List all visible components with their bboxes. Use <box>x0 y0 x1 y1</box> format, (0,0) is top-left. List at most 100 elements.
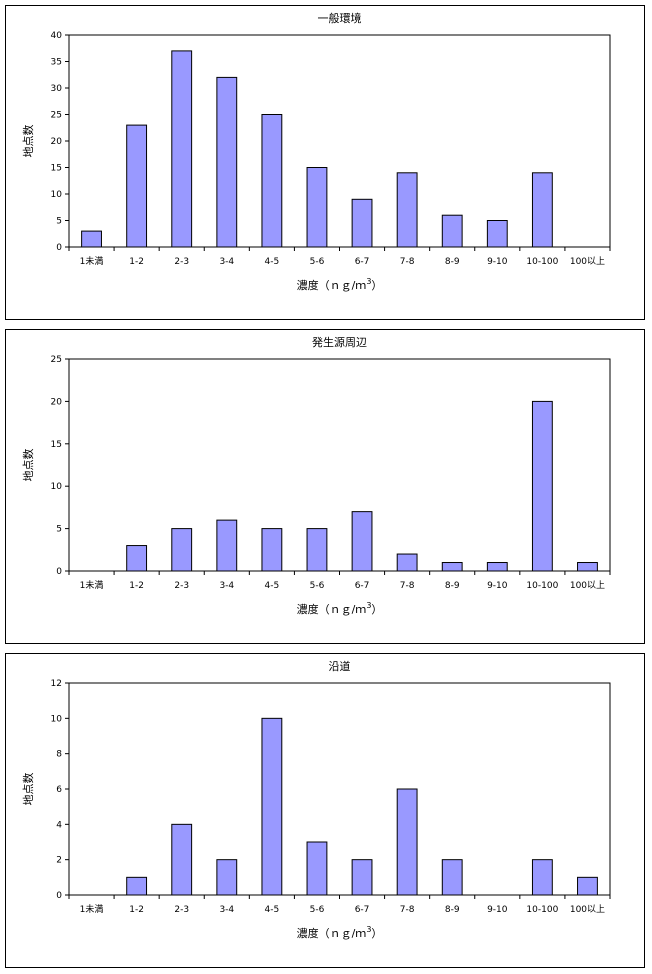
x-tick-label: 2-3 <box>174 257 189 267</box>
bar <box>441 859 463 896</box>
plot-area <box>68 358 611 572</box>
bar <box>577 876 598 896</box>
x-tick-label: 7-8 <box>400 581 415 591</box>
x-tick-label: 7-8 <box>400 905 415 915</box>
y-tick-label: 5 <box>56 525 62 535</box>
y-tick-label: 10 <box>51 714 63 724</box>
x-tick-label: 3-4 <box>219 905 234 915</box>
x-tick-label: 1-2 <box>129 581 144 591</box>
bar <box>396 172 418 248</box>
y-tick-label: 15 <box>51 440 62 450</box>
x-tick-label: 9-10 <box>487 905 508 915</box>
y-tick-label: 8 <box>56 750 62 760</box>
bar <box>81 230 102 248</box>
x-tick-label: 1未満 <box>80 255 104 267</box>
x-tick-label: 100以上 <box>570 256 605 267</box>
x-axis-label: 濃度（ｎｇ/ｍ3） <box>297 277 383 292</box>
bar <box>306 841 328 896</box>
bar <box>577 562 598 572</box>
x-tick-label: 100以上 <box>570 580 605 591</box>
plot-area <box>68 34 611 248</box>
chart-panel-2: 発生源周辺 0 5 10 15 20 25 1未満 1-2 2-3 3-4 4-5 5-6 6-7 7-8 8… <box>5 329 645 644</box>
x-tick-label: 4-5 <box>265 905 280 915</box>
x-tick-label: 9-10 <box>487 257 508 267</box>
y-tick-label: 6 <box>56 785 62 795</box>
x-tick-label: 10-100 <box>526 905 558 915</box>
bar <box>126 545 148 572</box>
bar <box>486 220 508 248</box>
x-tick-label: 4-5 <box>265 581 280 591</box>
bar <box>441 214 463 248</box>
bar <box>396 788 418 896</box>
bar <box>126 124 148 248</box>
x-tick-label: 10-100 <box>526 257 558 267</box>
y-tick-label: 20 <box>51 137 63 147</box>
bar <box>486 562 508 572</box>
bar <box>531 172 553 248</box>
x-tick-label: 3-4 <box>219 257 234 267</box>
x-tick-label: 6-7 <box>355 257 370 267</box>
bar <box>351 198 373 248</box>
x-tick-label: 8-9 <box>445 905 460 915</box>
x-tick-label: 4-5 <box>265 257 280 267</box>
chart-panel-1: 一般環境 0 5 10 15 20 25 30 35 40 1未満 1-2 2-3 3-4 4-5 5-6 6-… <box>5 5 645 320</box>
y-tick-label: 30 <box>51 84 63 94</box>
bar <box>261 717 283 896</box>
y-tick-label: 25 <box>51 111 62 121</box>
y-tick-label: 2 <box>56 856 62 866</box>
y-tick-label: 0 <box>56 243 62 253</box>
chart-general-environment: 一般環境 0 5 10 15 20 25 30 35 40 1未満 1-2 2-3 3-4 4-5 5-6 6-… <box>22 11 611 292</box>
x-tick-label: 1未満 <box>80 903 104 915</box>
chart-panel-3: 沿道 0 2 4 6 8 10 12 1未満 1-2 2-3 3-4 4-5 5-6 6-7 7-8 8-9 9-… <box>5 653 645 968</box>
bar <box>216 859 238 896</box>
x-tick-label: 3-4 <box>219 581 234 591</box>
y-axis-label: 地点数 <box>22 125 35 158</box>
bar <box>261 114 283 248</box>
x-tick-label: 1-2 <box>129 257 144 267</box>
x-tick-label: 1未満 <box>80 579 104 591</box>
y-tick-label: 10 <box>51 482 63 492</box>
bar <box>351 511 373 572</box>
y-tick-label: 5 <box>56 217 62 227</box>
bar <box>441 562 463 572</box>
bar <box>216 76 238 248</box>
bar <box>261 528 283 572</box>
y-tick-label: 0 <box>56 891 62 901</box>
chart-source-vicinity: 発生源周辺 0 5 10 15 20 25 1未満 1-2 2-3 3-4 4-5 5-6 6-7 7-8 8… <box>22 335 611 616</box>
bar <box>306 528 328 572</box>
x-tick-label: 100以上 <box>570 904 605 915</box>
x-tick-label: 2-3 <box>174 581 189 591</box>
y-tick-label: 12 <box>51 679 62 689</box>
chart-roadside: 沿道 0 2 4 6 8 10 12 1未満 1-2 2-3 3-4 4-5 5-6 6-7 7-8 8-9 9-… <box>22 659 611 940</box>
y-tick-label: 4 <box>56 820 62 830</box>
x-tick-label: 7-8 <box>400 257 415 267</box>
bar <box>396 553 418 572</box>
x-tick-label: 5-6 <box>310 581 325 591</box>
y-tick-label: 0 <box>56 567 62 577</box>
chart-title: 一般環境 <box>318 11 362 25</box>
bar <box>306 167 328 248</box>
y-axis-label: 地点数 <box>22 773 35 806</box>
y-tick-label: 15 <box>51 164 62 174</box>
bar <box>531 400 553 572</box>
y-tick-label: 40 <box>51 31 63 41</box>
y-tick-label: 25 <box>51 355 62 365</box>
x-tick-label: 1-2 <box>129 905 144 915</box>
y-tick-label: 20 <box>51 397 63 407</box>
x-tick-label: 2-3 <box>174 905 189 915</box>
x-tick-label: 6-7 <box>355 905 370 915</box>
x-tick-label: 5-6 <box>310 257 325 267</box>
bar <box>531 859 553 896</box>
x-tick-label: 6-7 <box>355 581 370 591</box>
x-tick-label: 10-100 <box>526 581 558 591</box>
x-tick-label: 8-9 <box>445 257 460 267</box>
x-axis-label: 濃度（ｎｇ/ｍ3） <box>297 925 383 940</box>
x-axis-label: 濃度（ｎｇ/ｍ3） <box>297 601 383 616</box>
y-tick-label: 35 <box>51 58 62 68</box>
bar <box>351 859 373 896</box>
bar <box>171 528 193 572</box>
y-tick-label: 10 <box>51 190 63 200</box>
bar <box>171 50 193 248</box>
chart-title: 沿道 <box>329 659 351 673</box>
bar <box>216 519 238 572</box>
